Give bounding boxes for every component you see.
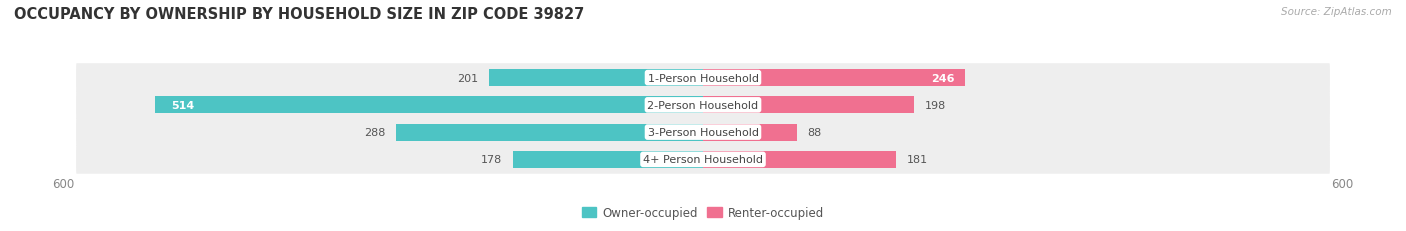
Bar	[513, 151, 703, 168]
Text: 201: 201	[457, 73, 478, 83]
Text: 198: 198	[925, 100, 946, 110]
FancyBboxPatch shape	[76, 91, 1330, 120]
FancyBboxPatch shape	[76, 118, 1330, 147]
Bar	[396, 124, 703, 141]
Legend: Owner-occupied, Renter-occupied: Owner-occupied, Renter-occupied	[578, 201, 828, 224]
Text: 88: 88	[807, 128, 821, 137]
FancyBboxPatch shape	[76, 64, 1330, 93]
Bar	[703, 97, 914, 114]
Bar	[489, 70, 703, 87]
Text: 178: 178	[481, 155, 502, 165]
Text: Source: ZipAtlas.com: Source: ZipAtlas.com	[1281, 7, 1392, 17]
Text: 2-Person Household: 2-Person Household	[647, 100, 759, 110]
Bar	[703, 151, 896, 168]
Text: 514: 514	[172, 100, 194, 110]
Text: OCCUPANCY BY OWNERSHIP BY HOUSEHOLD SIZE IN ZIP CODE 39827: OCCUPANCY BY OWNERSHIP BY HOUSEHOLD SIZE…	[14, 7, 585, 22]
Text: 288: 288	[364, 128, 385, 137]
FancyBboxPatch shape	[76, 145, 1330, 174]
Text: 3-Person Household: 3-Person Household	[648, 128, 758, 137]
Text: 1-Person Household: 1-Person Household	[648, 73, 758, 83]
Text: 246: 246	[931, 73, 955, 83]
Bar	[703, 124, 797, 141]
Bar	[703, 70, 966, 87]
Text: 4+ Person Household: 4+ Person Household	[643, 155, 763, 165]
Bar	[155, 97, 703, 114]
Text: 181: 181	[907, 155, 928, 165]
